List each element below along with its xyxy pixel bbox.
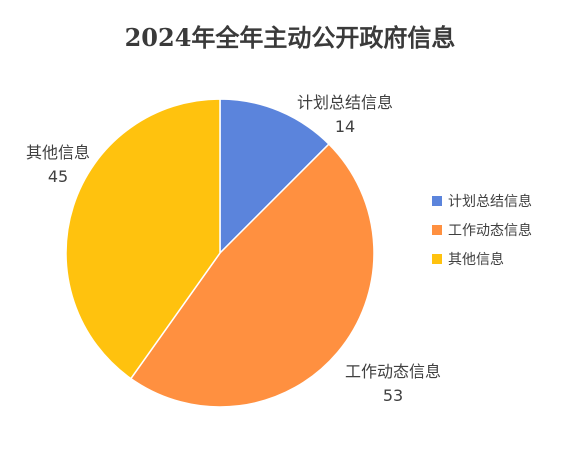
pie-slice-3 (65, 98, 221, 380)
pie-slice-1 (219, 98, 330, 255)
legend-label: 工作动态信息 (448, 222, 532, 239)
slice-value-label: 14 (335, 117, 355, 136)
pie-slices (65, 98, 375, 408)
pie-slice-2 (129, 143, 375, 408)
slice-value-label: 53 (383, 386, 403, 405)
legend-label: 计划总结信息 (448, 193, 532, 210)
slice-category-label: 其他信息 (26, 143, 90, 162)
slice-category-label: 工作动态信息 (345, 362, 441, 381)
slice-category-label: 计划总结信息 (297, 93, 393, 112)
legend-swatch (432, 225, 442, 235)
chart-title: 2024年全年主动公开政府信息 (125, 23, 456, 52)
legend-label: 其他信息 (448, 251, 504, 268)
legend-swatch (432, 196, 442, 206)
slice-value-label: 45 (48, 167, 68, 186)
pie-data-labels: 计划总结信息 14 工作动态信息 53 其他信息 45 (26, 93, 441, 405)
legend-swatch (432, 254, 442, 264)
